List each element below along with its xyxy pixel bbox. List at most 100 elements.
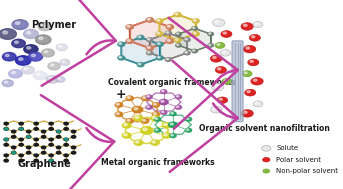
Circle shape [115,112,122,117]
Circle shape [135,116,139,119]
Circle shape [174,38,181,42]
Circle shape [211,106,222,113]
Circle shape [156,56,163,60]
Circle shape [165,58,172,61]
Circle shape [251,36,255,38]
Circle shape [213,108,216,110]
Circle shape [222,51,225,53]
Circle shape [126,119,133,123]
Circle shape [154,128,161,132]
Circle shape [24,68,28,70]
Circle shape [49,159,53,162]
Circle shape [155,118,158,119]
Circle shape [263,169,270,173]
Circle shape [152,116,155,119]
Circle shape [19,122,23,125]
Circle shape [213,19,225,26]
Circle shape [57,130,61,133]
Circle shape [217,97,228,103]
Circle shape [49,143,53,146]
Circle shape [255,23,258,25]
Circle shape [215,20,219,23]
Circle shape [34,154,38,157]
Circle shape [12,152,15,154]
Circle shape [153,103,156,105]
Circle shape [19,128,23,130]
Circle shape [12,151,16,154]
FancyArrowPatch shape [41,95,114,189]
Circle shape [12,146,16,149]
Circle shape [134,115,143,121]
Circle shape [186,128,192,132]
Circle shape [138,63,141,65]
Circle shape [177,44,179,46]
Circle shape [57,146,61,149]
Circle shape [34,122,38,125]
Circle shape [248,59,259,66]
Circle shape [244,45,256,53]
Text: Polar solvent: Polar solvent [276,157,321,163]
Circle shape [118,42,125,46]
Circle shape [242,71,252,77]
Circle shape [4,138,8,141]
Circle shape [19,128,23,130]
Circle shape [134,140,143,145]
Circle shape [215,42,225,48]
Circle shape [255,102,258,104]
Circle shape [126,96,133,101]
Circle shape [132,106,143,113]
Circle shape [135,141,139,143]
Circle shape [115,103,122,107]
Circle shape [32,54,35,57]
Circle shape [49,77,52,79]
Text: Graphene: Graphene [18,159,72,169]
Circle shape [64,154,68,157]
Circle shape [250,60,253,62]
Circle shape [164,123,167,126]
Circle shape [138,36,141,38]
Circle shape [34,128,38,130]
Circle shape [9,70,22,78]
Text: Metal organic frameworks: Metal organic frameworks [101,158,214,167]
Circle shape [19,154,23,157]
Circle shape [127,97,130,98]
Circle shape [44,51,48,53]
Circle shape [192,49,197,53]
Circle shape [71,151,76,154]
Circle shape [42,146,46,149]
Circle shape [26,151,31,154]
Circle shape [162,123,171,128]
Circle shape [244,24,247,26]
Circle shape [247,91,250,93]
Circle shape [169,122,177,127]
Circle shape [15,56,31,65]
Circle shape [124,123,127,126]
Circle shape [167,40,170,41]
Circle shape [127,40,130,41]
Circle shape [49,138,53,141]
Circle shape [21,66,34,74]
Circle shape [60,59,70,65]
Circle shape [217,43,220,45]
Circle shape [27,47,31,49]
Circle shape [222,78,232,84]
Circle shape [208,32,213,36]
Circle shape [27,136,31,138]
Circle shape [175,39,178,40]
Circle shape [177,33,179,34]
Circle shape [116,103,119,105]
Circle shape [58,78,60,79]
Circle shape [26,130,31,133]
Circle shape [57,130,60,133]
Circle shape [213,57,216,59]
Circle shape [64,128,68,130]
Circle shape [64,143,68,146]
Circle shape [251,77,263,85]
Circle shape [244,111,247,113]
Circle shape [219,98,222,100]
Circle shape [170,123,173,125]
Circle shape [161,90,167,94]
Circle shape [26,146,31,149]
Circle shape [4,154,8,157]
Circle shape [164,134,167,136]
